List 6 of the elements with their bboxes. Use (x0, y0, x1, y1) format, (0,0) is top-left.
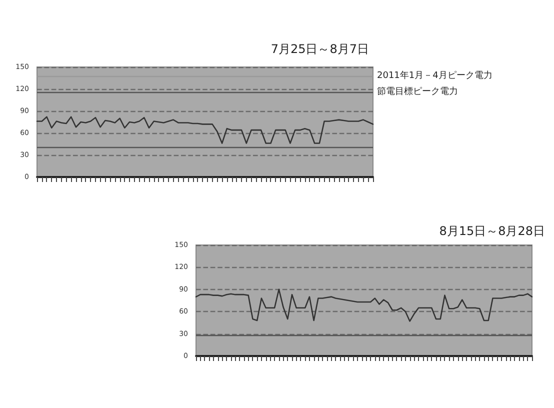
chart-title: 8月15日～8月28日 (439, 224, 546, 238)
line-series (195, 288, 533, 322)
ref-line-label: 節電目標ピーク電力 (377, 86, 458, 97)
chart-title: 7月25日～8月7日 (270, 42, 370, 56)
line-series (36, 116, 374, 144)
ref-line-label: 2011年1月－4月ピーク電力 (377, 70, 492, 81)
